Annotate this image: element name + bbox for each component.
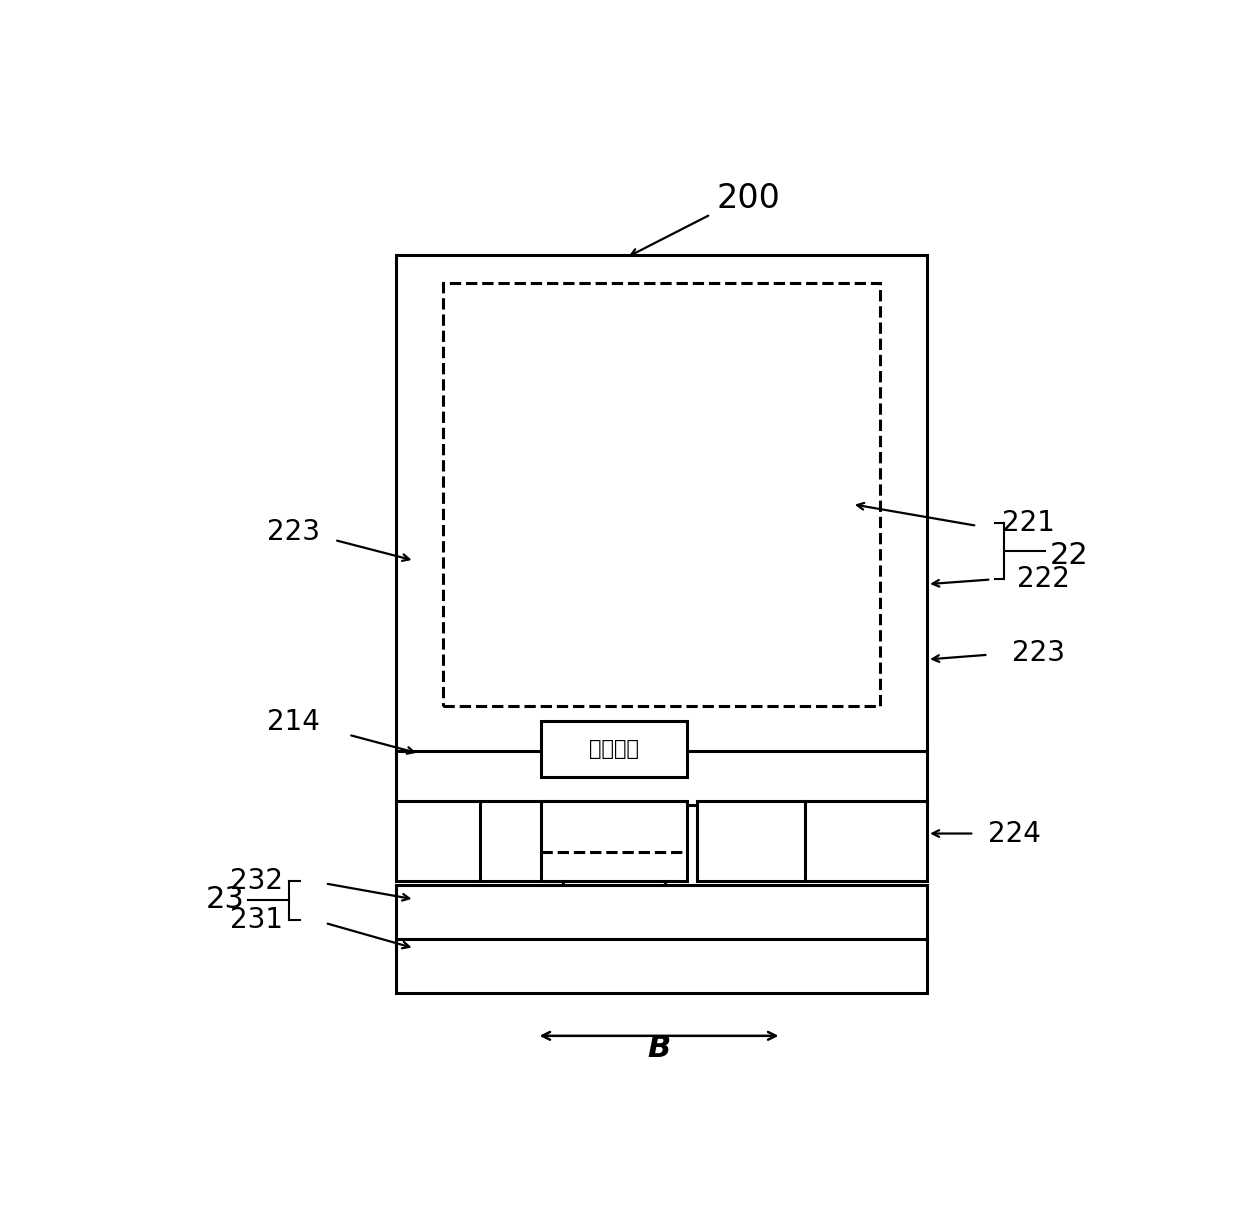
Text: B: B	[647, 1034, 671, 1063]
Text: 223: 223	[1012, 639, 1065, 667]
Text: 200: 200	[717, 182, 780, 215]
Text: 223: 223	[268, 518, 320, 546]
Bar	[443, 284, 880, 706]
Bar	[396, 885, 928, 993]
Bar	[396, 750, 928, 805]
Text: 驱动单元: 驱动单元	[589, 739, 640, 759]
Text: 214: 214	[268, 709, 320, 737]
Bar	[697, 800, 928, 881]
Text: 222: 222	[1017, 566, 1069, 594]
Bar	[396, 255, 928, 754]
Text: 23: 23	[206, 885, 246, 914]
Text: 221: 221	[1002, 510, 1055, 536]
Bar	[542, 800, 687, 881]
Bar	[396, 800, 560, 881]
Bar	[542, 721, 687, 777]
Text: 224: 224	[988, 820, 1042, 848]
Text: 22: 22	[1049, 541, 1089, 571]
Text: 231: 231	[229, 906, 283, 934]
Text: 232: 232	[229, 866, 283, 895]
